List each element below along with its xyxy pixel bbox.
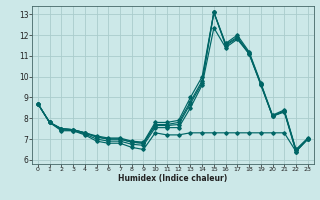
X-axis label: Humidex (Indice chaleur): Humidex (Indice chaleur): [118, 174, 228, 183]
